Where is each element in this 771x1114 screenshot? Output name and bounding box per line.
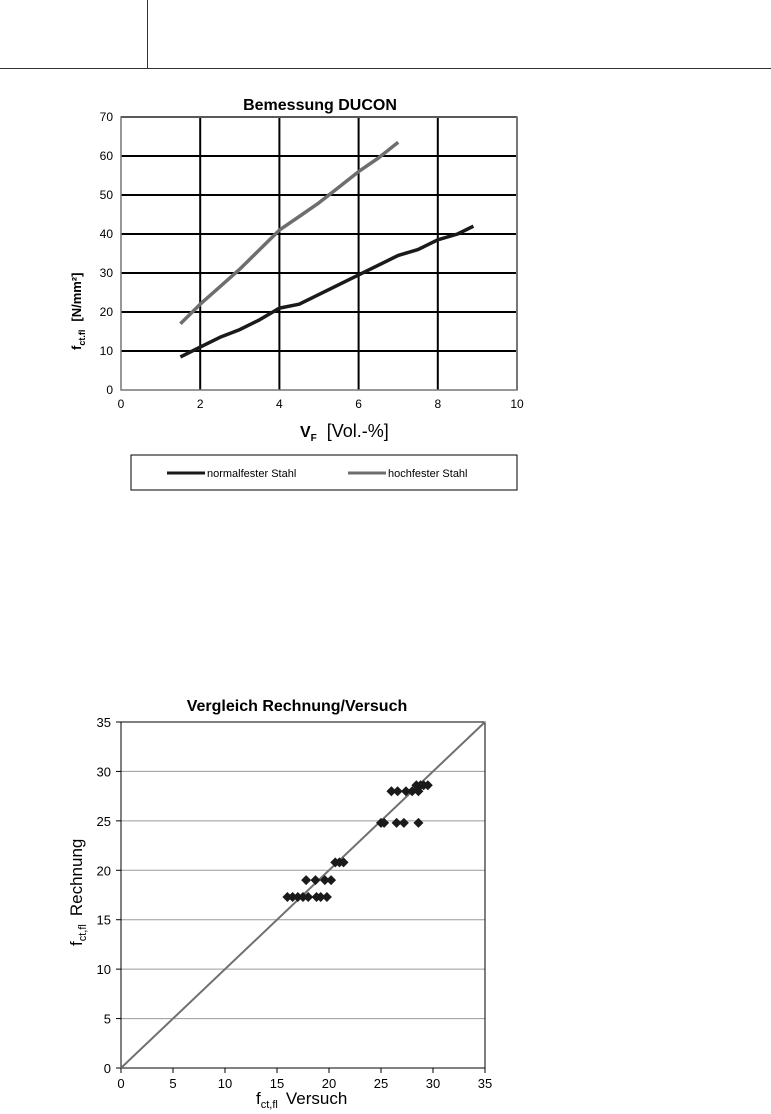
data-point	[287, 891, 298, 902]
grid-lines	[116, 721, 486, 1073]
data-point	[398, 817, 409, 828]
data-point	[310, 875, 321, 886]
y-tick-label: 0	[104, 1061, 111, 1076]
header-rule	[0, 68, 771, 69]
y-tick-label: 0	[106, 383, 113, 397]
x-tick-label: 15	[270, 1076, 284, 1091]
x-axis-label-unit: [Vol.-%]	[327, 421, 389, 441]
y-tick-label: 5	[104, 1012, 111, 1027]
x-axis-label-main: V	[300, 424, 311, 441]
data-point	[301, 875, 312, 886]
plot-frame	[120, 116, 518, 391]
data-point	[303, 891, 314, 902]
data-point	[407, 786, 418, 797]
x-tick-label: 2	[197, 397, 204, 411]
data-point	[392, 786, 403, 797]
x-tick-label: 10	[510, 397, 524, 411]
data-points	[282, 780, 433, 902]
y-tick-label: 10	[97, 962, 111, 977]
y-tick-label: 20	[97, 863, 111, 878]
x-tick-label: 4	[276, 397, 283, 411]
data-series	[179, 140, 475, 359]
x-axis-label: fct,fl Versuch	[256, 1089, 347, 1111]
x-tick-label: 0	[118, 397, 125, 411]
legend: normalfester Stahl hochfester Stahl	[167, 468, 468, 480]
data-point	[298, 891, 308, 902]
data-point	[338, 857, 349, 868]
x-tick-label: 6	[355, 397, 362, 411]
y-tick-label: 70	[100, 110, 114, 124]
x-axis-label-unit: Versuch	[286, 1089, 347, 1108]
data-point	[400, 786, 411, 797]
data-point	[326, 875, 337, 886]
data-point	[413, 817, 424, 828]
x-axis-label: VF [Vol.-%]	[300, 421, 389, 444]
series-line-2	[179, 140, 400, 325]
chart-title: Bemessung DUCON	[243, 97, 397, 114]
grid-lines	[120, 116, 518, 391]
x-axis-label-sub: F	[311, 433, 317, 444]
y-tick-label: 30	[100, 266, 114, 280]
ducon-design-chart: 0 10 20 30 40 50 60 70 0 2 4 6 8 10 Bemessung DUCON V…	[69, 97, 524, 491]
tick-labels: 0 5 10 15 20 25 30 35 0 5 10 15 20 25 30 35	[97, 715, 493, 1091]
y-axis-label-unit: Rechnung	[67, 839, 86, 917]
y-tick-label: 50	[100, 188, 114, 202]
y-axis-label-unit: [N/mm²]	[69, 273, 84, 322]
data-point	[292, 891, 303, 902]
x-axis-label-main: f	[256, 1089, 261, 1108]
data-point	[321, 891, 332, 902]
tick-labels: 0 10 20 30 40 50 60 70 0 2 4 6 8 10	[100, 110, 524, 411]
data-point	[379, 817, 390, 828]
y-axis-label: fct.fl [N/mm²]	[69, 273, 87, 350]
x-tick-label: 5	[169, 1076, 176, 1091]
comparison-chart: 0 5 10 15 20 25 30 35 0 5 10 15 20 25 30 35 Vergleich R…	[67, 698, 493, 1111]
y-axis-label-main: f	[67, 941, 86, 946]
x-tick-label: 8	[434, 397, 441, 411]
y-tick-label: 20	[100, 305, 114, 319]
y-tick-label: 10	[100, 344, 114, 358]
x-tick-label: 0	[117, 1076, 124, 1091]
x-tick-label: 25	[374, 1076, 388, 1091]
header-divider	[147, 0, 148, 69]
data-point	[422, 780, 433, 791]
data-point	[386, 786, 397, 797]
y-tick-label: 40	[100, 227, 114, 241]
plot-frame	[120, 721, 486, 1069]
series-line-1	[179, 224, 475, 359]
page-header	[0, 0, 771, 70]
y-axis-label-sub: ct.fl	[77, 330, 87, 346]
y-tick-label: 15	[97, 913, 111, 928]
data-point	[391, 817, 402, 828]
legend-label: hochfester Stahl	[388, 468, 468, 480]
x-tick-label: 35	[478, 1076, 492, 1091]
y-tick-label: 30	[97, 764, 111, 779]
data-point	[282, 891, 293, 902]
x-tick-label: 20	[322, 1076, 336, 1091]
y-axis-label-sub: ct,fl	[77, 924, 89, 941]
data-point	[315, 891, 326, 902]
y-axis-label-main: f	[69, 345, 84, 350]
y-tick-label: 35	[97, 715, 111, 730]
y-tick-label: 25	[97, 814, 111, 829]
chart-title: Vergleich Rechnung/Versuch	[187, 698, 408, 715]
x-tick-label: 10	[218, 1076, 232, 1091]
data-point	[319, 875, 330, 886]
legend-label: normalfester Stahl	[207, 468, 296, 480]
y-tick-label: 60	[100, 149, 114, 163]
x-tick-label: 30	[426, 1076, 440, 1091]
x-axis-label-sub: ct,fl	[261, 1099, 278, 1111]
y-axis-label: fct,fl Rechnung	[67, 839, 89, 946]
